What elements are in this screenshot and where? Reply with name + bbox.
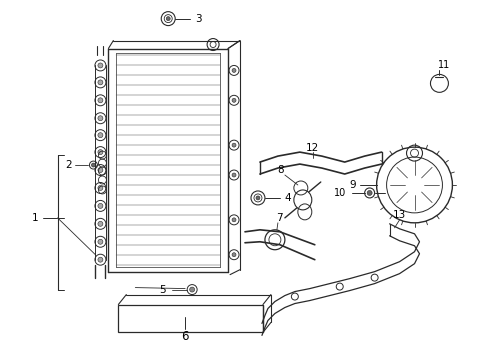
Text: 13: 13 [392, 210, 406, 220]
Circle shape [98, 150, 102, 154]
Text: 12: 12 [305, 143, 319, 153]
Circle shape [366, 190, 371, 195]
Circle shape [98, 80, 102, 85]
Circle shape [98, 257, 102, 262]
Circle shape [98, 203, 102, 208]
Circle shape [98, 116, 102, 121]
Circle shape [98, 221, 102, 226]
Circle shape [232, 98, 236, 102]
Circle shape [232, 68, 236, 72]
Text: 7: 7 [276, 213, 283, 223]
Text: 3: 3 [194, 14, 201, 24]
Text: 2: 2 [65, 160, 72, 170]
Circle shape [98, 133, 102, 138]
Circle shape [98, 185, 102, 190]
Text: 4: 4 [284, 193, 290, 203]
Circle shape [98, 239, 102, 244]
Circle shape [255, 196, 260, 200]
Circle shape [232, 173, 236, 177]
Text: 1: 1 [32, 213, 39, 223]
Text: 6: 6 [181, 330, 188, 343]
Bar [118, 305, 263, 332]
Circle shape [98, 63, 102, 68]
Text: 8: 8 [277, 165, 284, 175]
Circle shape [166, 17, 170, 21]
Circle shape [189, 287, 194, 292]
Text: 10: 10 [333, 188, 345, 198]
Circle shape [98, 98, 102, 103]
Circle shape [98, 167, 102, 172]
Circle shape [91, 163, 95, 167]
Text: 9: 9 [348, 180, 355, 190]
Circle shape [232, 218, 236, 222]
Circle shape [232, 143, 236, 147]
Text: 5: 5 [159, 284, 165, 294]
Text: 11: 11 [437, 60, 449, 71]
Circle shape [232, 253, 236, 257]
